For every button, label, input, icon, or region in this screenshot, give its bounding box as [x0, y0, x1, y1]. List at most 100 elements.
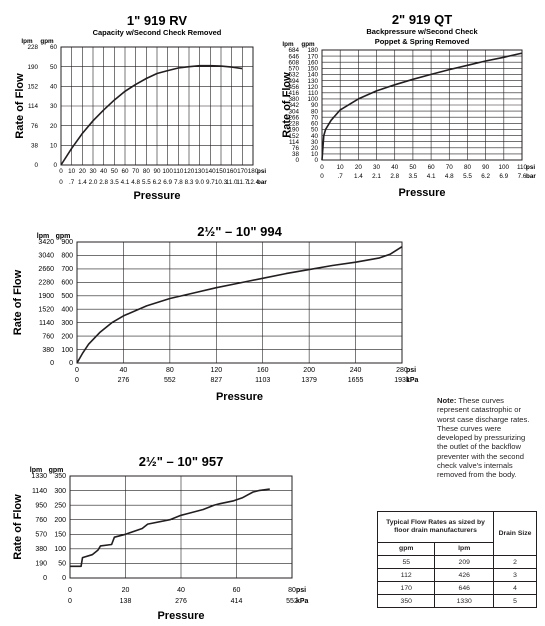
y-tick-label-lpm: 1140 [39, 320, 54, 327]
y-tick-label-gpm: 700 [61, 266, 73, 273]
x-tick-label-psi: 30 [373, 164, 381, 171]
x-tick-label-psi: 120 [210, 367, 222, 374]
y-tick-label-gpm: 70 [311, 114, 319, 121]
x-tick-label-secondary: 0 [320, 173, 324, 180]
x-axis-title: Pressure [133, 190, 180, 202]
x-tick-label-psi: 80 [288, 587, 296, 594]
x-tick-label-secondary: 1931 [394, 377, 410, 384]
y-tick-label-lpm: 1330 [31, 473, 47, 480]
x-tick-label-secondary: 2.1 [372, 173, 381, 180]
x-tick-label-secondary: 1.4 [354, 173, 363, 180]
x-tick-label-secondary: 276 [175, 598, 187, 605]
x-tick-label-secondary: 2.8 [390, 173, 399, 180]
y-tick-label-lpm: 380 [288, 96, 299, 103]
plot-frame [76, 241, 403, 364]
y-tick-label-lpm: 416 [288, 90, 299, 97]
y-tick-label-gpm: 120 [307, 84, 318, 91]
y-tick-label-gpm: 800 [61, 253, 73, 260]
cell-size: 4 [493, 581, 537, 595]
y-tick-label-lpm: 494 [288, 78, 299, 85]
x-tick-label-secondary: 10.3 [215, 179, 228, 186]
cell-lpm: 426 [434, 568, 494, 582]
cell-gpm: 350 [376, 594, 436, 608]
y-tick-label-lpm: 38 [292, 151, 300, 158]
y-axis-title: Rate of Flow [12, 269, 24, 335]
cell-gpm: 112 [376, 568, 436, 582]
y-tick-label-lpm: 2280 [38, 280, 54, 287]
x-tick-label-psi: 20 [355, 164, 363, 171]
y-tick-label-gpm: 40 [50, 84, 58, 91]
y-tick-label-gpm: 180 [307, 47, 318, 54]
x-tick-label-psi: 80 [143, 168, 151, 175]
y-tick-label-gpm: 130 [307, 78, 318, 85]
chart-title: 2½" – 10" 957 [139, 454, 224, 469]
x-tick-label-secondary: 0 [68, 598, 72, 605]
x-unit-secondary: bar [257, 179, 267, 186]
y-tick-label-gpm: 50 [311, 127, 319, 134]
x-tick-label-secondary: 11.7 [236, 179, 248, 186]
x-tick-label-psi: 100 [499, 164, 510, 171]
x-tick-label-secondary: 2.8 [99, 179, 108, 186]
x-tick-label-psi: 0 [59, 168, 63, 175]
x-tick-label-psi: 90 [153, 168, 161, 175]
x-tick-label-psi: 280 [396, 367, 408, 374]
plot-frame [60, 46, 254, 166]
cell-lpm: 646 [434, 581, 494, 595]
y-tick-label-lpm: 380 [42, 347, 54, 354]
y-tick-label-gpm: 30 [311, 139, 319, 146]
x-tick-label-psi: 0 [320, 164, 324, 171]
y-tick-label-lpm: 114 [289, 139, 300, 146]
note-body: These curves represent catastrophic or w… [437, 396, 530, 480]
y-unit-lpm: lpm [37, 233, 49, 240]
y-tick-label-gpm: 100 [54, 546, 66, 553]
y-unit-gpm: gpm [49, 467, 64, 474]
y-tick-label-lpm: 950 [35, 502, 47, 509]
chart-title: 2½" – 10" 994 [197, 224, 282, 239]
y-tick-label-gpm: 100 [307, 96, 318, 103]
flow-curve [321, 52, 523, 161]
chart-subtitle-2: Poppet & Spring Removed [375, 37, 470, 46]
y-tick-label-lpm: 152 [27, 84, 38, 91]
chart-subtitle: Capacity w/Second Check Removed [93, 28, 222, 37]
x-tick-label-secondary: 1379 [301, 377, 317, 384]
y-tick-label-gpm: 10 [311, 151, 319, 158]
x-tick-label-secondary: 2.0 [89, 179, 98, 186]
y-tick-label-gpm: 200 [61, 333, 73, 340]
y-tick-label-lpm: 380 [35, 546, 47, 553]
x-tick-label-psi: 50 [409, 164, 417, 171]
y-tick-label-lpm: 2660 [38, 266, 54, 273]
plot-frame [69, 475, 293, 579]
y-tick-label-gpm: 140 [307, 72, 318, 79]
x-unit-psi: psi [257, 168, 266, 175]
y-tick-label-lpm: 76 [31, 123, 39, 130]
y-tick-label-lpm: 3420 [38, 239, 54, 246]
cell-lpm: 1330 [434, 594, 494, 608]
table-row: 112 426 3 [376, 568, 537, 582]
x-tick-label-secondary: 4.1 [121, 179, 130, 186]
x-tick-label-secondary: 552 [164, 377, 176, 384]
cell-lpm: 209 [434, 555, 494, 569]
y-tick-label-gpm: 150 [307, 66, 318, 73]
x-tick-label-secondary: 9.0 [195, 179, 204, 186]
cell-gpm: 55 [376, 555, 436, 569]
x-tick-label-psi: 0 [75, 367, 79, 374]
x-unit-secondary: kPa [296, 598, 309, 605]
x-tick-label-secondary: 1.4 [78, 179, 87, 186]
flow-curve [76, 246, 403, 364]
x-tick-label-secondary: 5.5 [142, 179, 151, 186]
y-tick-label-lpm: 760 [42, 333, 54, 340]
y-tick-label-lpm: 0 [50, 360, 54, 367]
y-unit-lpm: lpm [21, 38, 33, 45]
x-tick-label-psi: 20 [79, 168, 87, 175]
y-tick-label-lpm: 190 [288, 127, 299, 134]
y-tick-label-gpm: 500 [61, 293, 73, 300]
y-tick-label-lpm: 114 [28, 103, 39, 110]
x-tick-label-psi: 200 [303, 367, 315, 374]
x-tick-label-psi: 40 [177, 587, 185, 594]
y-tick-label-gpm: 20 [50, 123, 58, 130]
note-label: Note: [437, 396, 457, 405]
y-tick-label-gpm: 80 [311, 108, 319, 115]
y-tick-label-gpm: 20 [311, 145, 319, 152]
y-tick-label-lpm: 1520 [38, 306, 54, 313]
